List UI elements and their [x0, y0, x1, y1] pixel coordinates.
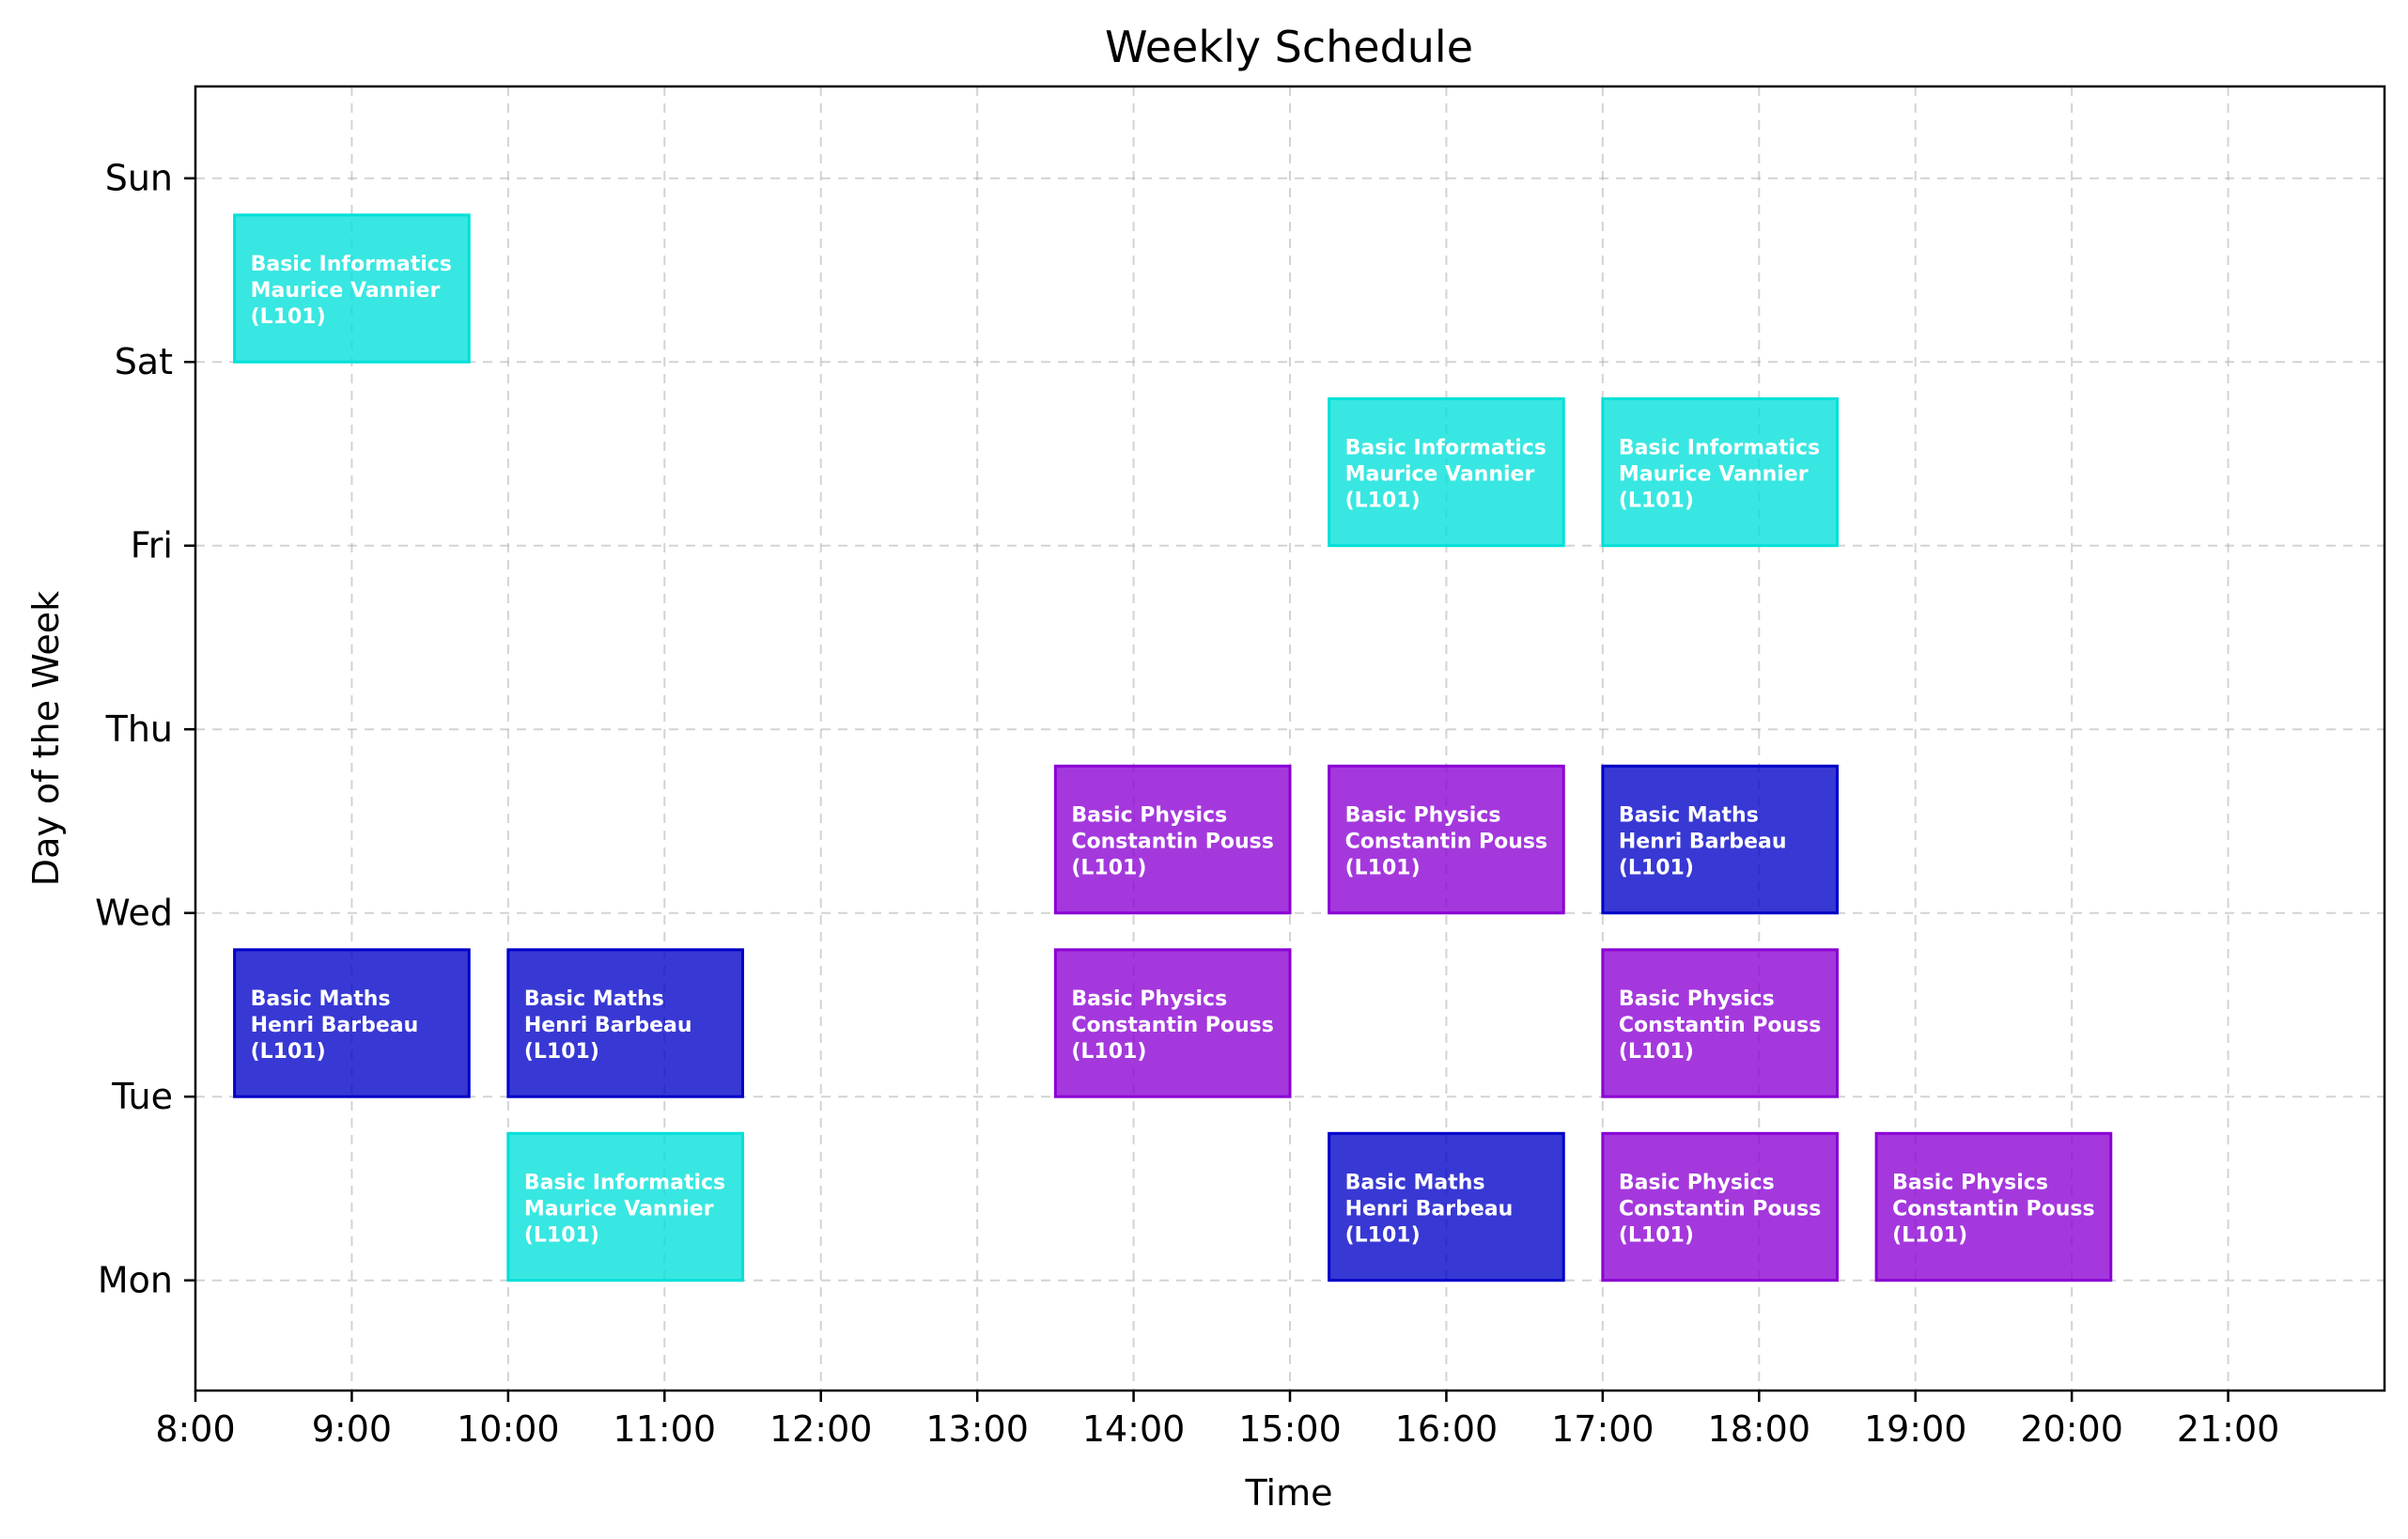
x-tick-label: 18:00: [1708, 1408, 1811, 1450]
schedule-block-rect: [1601, 764, 1840, 915]
schedule-block-rect: [1328, 764, 1565, 915]
block-course-label: Basic Physics: [1345, 804, 1501, 828]
x-axis-label: Time: [1245, 1472, 1333, 1514]
block-teacher-label: Constantin Pouss: [1071, 1014, 1274, 1037]
schedule-block-rect: [233, 213, 471, 364]
schedule-block: Basic Physics Constantin Pouss (L101): [1328, 764, 1565, 915]
x-tick-label: 11:00: [614, 1408, 717, 1450]
block-teacher-label: Constantin Pouss: [1071, 831, 1274, 854]
y-tick-label: Sat: [115, 341, 173, 382]
block-room-label: (L101): [251, 1040, 326, 1064]
y-tick-label: Fri: [131, 525, 173, 567]
x-tick-label: 9:00: [312, 1408, 392, 1450]
schedule-block: Basic Physics Constantin Pouss (L101): [1874, 1131, 2113, 1282]
y-tick-label: Mon: [98, 1260, 173, 1301]
block-room-label: (L101): [1892, 1224, 1967, 1248]
schedule-block-rect: [1328, 396, 1565, 548]
schedule-block-rect: [1328, 1131, 1565, 1282]
x-tick-label: 8:00: [155, 1408, 235, 1450]
block-room-label: (L101): [1619, 1040, 1694, 1064]
schedule-block: Basic Maths Henri Barbeau (L101): [506, 948, 744, 1098]
block-room-label: (L101): [1345, 857, 1421, 880]
block-room-label: (L101): [1619, 490, 1694, 513]
block-course-label: Basic Maths: [1619, 804, 1759, 828]
block-room-label: (L101): [1071, 1040, 1146, 1064]
schedule-block: Basic Maths Henri Barbeau (L101): [1601, 764, 1840, 915]
block-course-label: Basic Maths: [524, 987, 664, 1011]
x-tick-label: 17:00: [1551, 1408, 1655, 1450]
block-teacher-label: Maurice Vannier: [251, 279, 441, 303]
schedule-block-rect: [233, 948, 471, 1098]
y-tick-label: Wed: [95, 893, 173, 934]
schedule-block: Basic Informatics Maurice Vannier (L101): [1328, 396, 1565, 548]
x-tick-label: 10:00: [457, 1408, 560, 1450]
schedule-block-rect: [1053, 764, 1292, 915]
block-teacher-label: Maurice Vannier: [1619, 463, 1809, 487]
block-course-label: Basic Physics: [1619, 987, 1775, 1011]
block-room-label: (L101): [524, 1224, 599, 1248]
schedule-block: Basic Physics Constantin Pouss (L101): [1053, 764, 1292, 915]
block-teacher-label: Constantin Pouss: [1619, 1198, 1822, 1221]
x-tick-label: 20:00: [2020, 1408, 2123, 1450]
schedule-block: Basic Informatics Maurice Vannier (L101): [1601, 396, 1840, 548]
block-teacher-label: Henri Barbeau: [1345, 1198, 1514, 1221]
y-tick-label: Thu: [105, 708, 173, 750]
block-course-label: Basic Physics: [1071, 804, 1227, 828]
schedule-block-rect: [1874, 1131, 2113, 1282]
schedule-block-rect: [1053, 948, 1292, 1098]
schedule-block-rect: [506, 948, 744, 1098]
y-tick-label: Sun: [105, 158, 173, 199]
block-teacher-label: Henri Barbeau: [524, 1014, 692, 1037]
block-teacher-label: Maurice Vannier: [1345, 463, 1535, 487]
block-course-label: Basic Maths: [1345, 1172, 1485, 1195]
block-course-label: Basic Physics: [1619, 1172, 1775, 1195]
x-tick-label: 16:00: [1395, 1408, 1499, 1450]
x-tick-label: 14:00: [1082, 1408, 1186, 1450]
block-teacher-label: Henri Barbeau: [1619, 831, 1787, 854]
block-teacher-label: Constantin Pouss: [1892, 1198, 2095, 1221]
chart-title: Weekly Schedule: [1105, 22, 1473, 72]
schedule-block-rect: [506, 1131, 744, 1282]
schedule-block: Basic Informatics Maurice Vannier(L101): [233, 213, 471, 364]
block-room-label: (L101): [1345, 490, 1421, 513]
y-tick-label: Tue: [111, 1076, 173, 1117]
block-course-label: Basic Maths: [251, 987, 391, 1011]
block-room-label: (L101): [1619, 1224, 1694, 1248]
block-course-label: Basic Informatics: [1345, 437, 1546, 460]
block-room-label: (L101): [1619, 857, 1694, 880]
block-teacher-label: Henri Barbeau: [251, 1014, 419, 1037]
block-teacher-label: Maurice Vannier: [524, 1198, 714, 1221]
schedule-block-rect: [1601, 1131, 1840, 1282]
x-axis-ticks: 8:00 9:00 10:00 11:00 12:00 13:00 14:00 15:00 16…: [155, 1391, 2279, 1450]
schedule-block: Basic Physics Constantin Pouss (L101): [1601, 1131, 1840, 1282]
block-course-label: Basic Informatics: [1619, 437, 1820, 460]
block-course-label: Basic Informatics: [251, 253, 452, 276]
block-room-label: (L101): [524, 1040, 599, 1064]
schedule-block: Basic Informatics Maurice Vannier (L101): [506, 1131, 744, 1282]
schedule-block: Basic Physics Constantin Pouss (L101): [1601, 948, 1840, 1098]
schedule-block-rect: [1601, 948, 1840, 1098]
x-tick-label: 15:00: [1238, 1408, 1342, 1450]
x-tick-label: 19:00: [1864, 1408, 1967, 1450]
x-tick-label: 13:00: [925, 1408, 1029, 1450]
block-room-label: (L101): [251, 305, 326, 329]
x-tick-label: 12:00: [769, 1408, 873, 1450]
block-room-label: (L101): [1071, 857, 1146, 880]
schedule-block-rect: [1601, 396, 1840, 548]
block-course-label: Basic Informatics: [524, 1172, 725, 1195]
x-tick-label: 21:00: [2177, 1408, 2280, 1450]
schedule-block: Basic Physics Constantin Pouss (L101): [1053, 948, 1292, 1098]
block-teacher-label: Constantin Pouss: [1619, 1014, 1822, 1037]
block-course-label: Basic Physics: [1892, 1172, 2048, 1195]
schedule-block: Basic Maths Henri Barbeau (L101): [1328, 1131, 1565, 1282]
block-room-label: (L101): [1345, 1224, 1421, 1248]
y-axis-ticks: Mon Tue Wed Thu Fri Sat Sun: [95, 158, 195, 1301]
y-axis-label: Day of the Week: [25, 591, 67, 886]
block-course-label: Basic Physics: [1071, 987, 1227, 1011]
block-teacher-label: Constantin Pouss: [1345, 831, 1548, 854]
schedule-block: Basic Maths Henri Barbeau (L101): [233, 948, 471, 1098]
